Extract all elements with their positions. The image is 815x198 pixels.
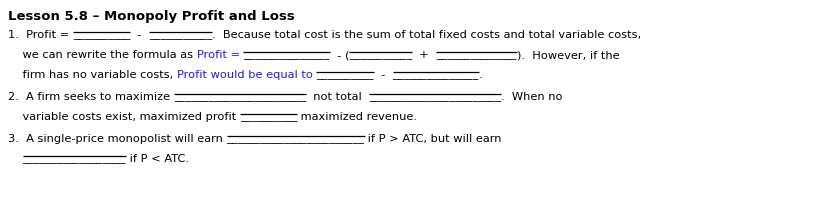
Text: ).  However, if the: ). However, if the bbox=[517, 50, 619, 60]
Text: __________________: __________________ bbox=[23, 154, 126, 164]
Text: __________: __________ bbox=[316, 70, 374, 80]
Text: - (: - ( bbox=[329, 50, 349, 60]
Text: firm has no variable costs,: firm has no variable costs, bbox=[8, 70, 177, 80]
Text: ___________: ___________ bbox=[149, 30, 212, 40]
Text: if P < ATC.: if P < ATC. bbox=[126, 154, 189, 164]
Text: -: - bbox=[374, 70, 393, 80]
Text: 2.  A firm seeks to maximize: 2. A firm seeks to maximize bbox=[8, 92, 174, 102]
Text: 3.  A single-price monopolist will earn: 3. A single-price monopolist will earn bbox=[8, 134, 227, 144]
Text: _______________: _______________ bbox=[393, 70, 478, 80]
Text: variable costs exist, maximized profit: variable costs exist, maximized profit bbox=[8, 112, 240, 122]
Text: ___________: ___________ bbox=[349, 50, 412, 60]
Text: maximized revenue.: maximized revenue. bbox=[297, 112, 417, 122]
Text: __________: __________ bbox=[73, 30, 130, 40]
Text: 1.  Profit =: 1. Profit = bbox=[8, 30, 73, 40]
Text: -: - bbox=[130, 30, 149, 40]
Text: _______________: _______________ bbox=[244, 50, 329, 60]
Text: .  When no: . When no bbox=[501, 92, 562, 102]
Text: ________________________: ________________________ bbox=[227, 134, 364, 144]
Text: not total: not total bbox=[306, 92, 369, 102]
Text: we can rewrite the formula as: we can rewrite the formula as bbox=[8, 50, 196, 60]
Text: Profit would be equal to: Profit would be equal to bbox=[177, 70, 316, 80]
Text: Lesson 5.8 – Monopoly Profit and Loss: Lesson 5.8 – Monopoly Profit and Loss bbox=[8, 10, 295, 23]
Text: if P > ATC, but will earn: if P > ATC, but will earn bbox=[364, 134, 502, 144]
Text: .  Because total cost is the sum of total fixed costs and total variable costs,: . Because total cost is the sum of total… bbox=[212, 30, 641, 40]
Text: Profit =: Profit = bbox=[196, 50, 244, 60]
Text: _______________________: _______________________ bbox=[174, 92, 306, 102]
Text: ______________: ______________ bbox=[436, 50, 517, 60]
Text: .: . bbox=[478, 70, 482, 80]
Text: __________: __________ bbox=[240, 112, 297, 122]
Text: +: + bbox=[412, 50, 436, 60]
Text: _______________________: _______________________ bbox=[369, 92, 501, 102]
